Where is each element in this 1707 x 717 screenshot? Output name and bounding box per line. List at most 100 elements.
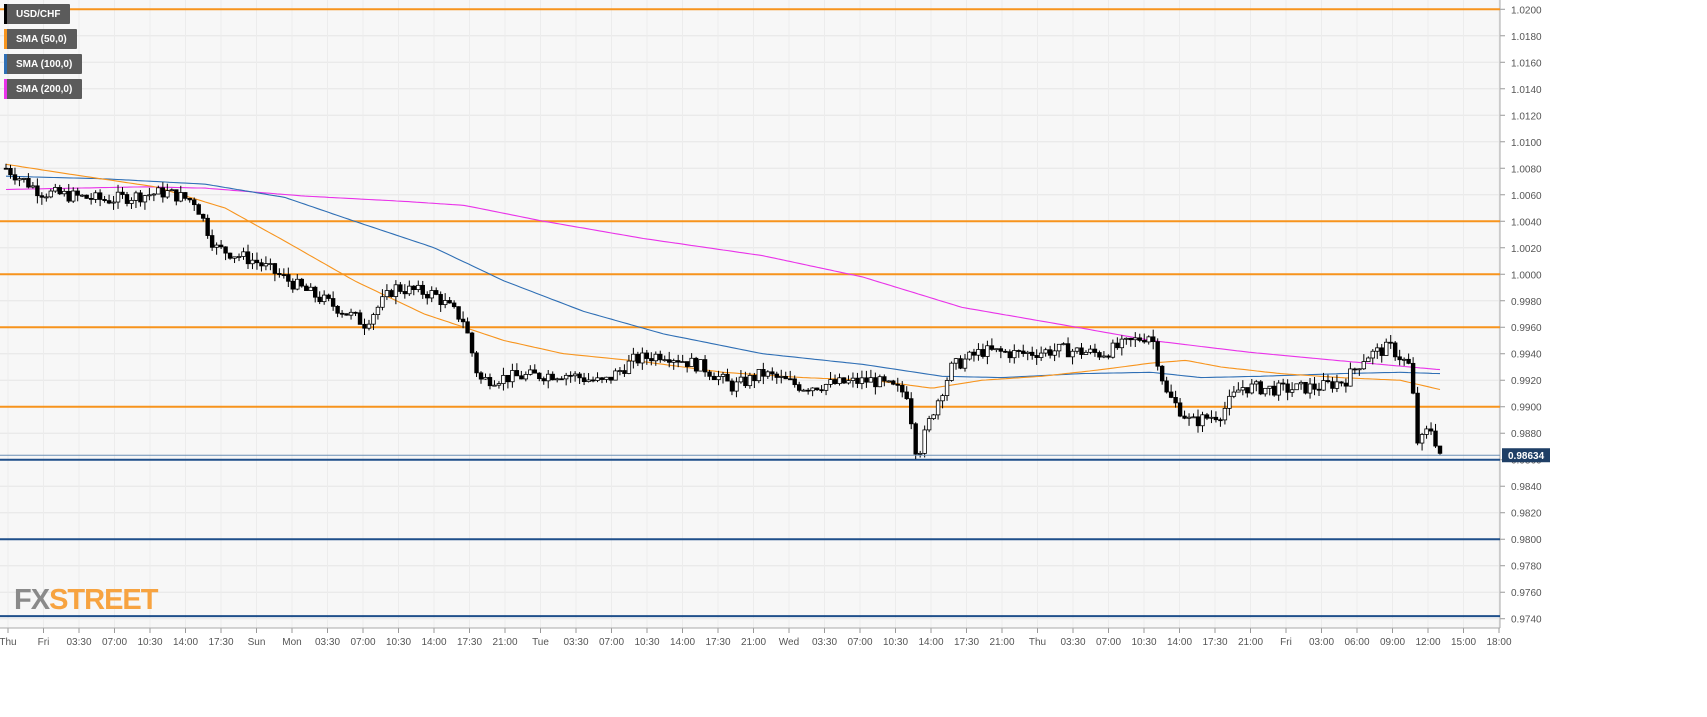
candle-body — [667, 359, 672, 363]
candle-body — [774, 373, 779, 378]
y-tick-label: 0.9820 — [1511, 509, 1542, 520]
x-tick-label: 03:00 — [1309, 637, 1334, 648]
candle-body — [35, 185, 40, 197]
legend-swatch-sma100 — [4, 54, 7, 74]
candle-body — [1428, 428, 1434, 432]
legend: USD/CHF SMA (50,0) SMA (100,0) SMA (200,… — [4, 4, 83, 104]
candle-body — [1271, 385, 1277, 396]
legend-item-usdchf[interactable]: USD/CHF — [4, 4, 71, 24]
legend-label-sma50: SMA (50,0) — [16, 33, 67, 45]
legend-label-sma100: SMA (100,0) — [16, 58, 73, 70]
x-tick-label: 03:30 — [66, 637, 91, 648]
candle-body — [1213, 416, 1219, 421]
candle-body — [1222, 407, 1228, 421]
candle-body — [958, 358, 963, 369]
candle-body — [1231, 391, 1237, 397]
y-tick-label: 0.9880 — [1511, 429, 1542, 440]
candle-body — [88, 197, 94, 200]
candle-body — [48, 190, 54, 198]
candle-body — [1321, 380, 1326, 391]
candle-body — [1146, 336, 1151, 343]
candle-body — [859, 377, 865, 384]
candle-body — [147, 194, 152, 197]
candle-body — [1003, 350, 1008, 353]
candle-body — [1191, 416, 1196, 419]
candle-body — [304, 285, 309, 291]
y-tick-label: 0.9940 — [1511, 350, 1542, 361]
candle-body — [841, 377, 847, 384]
y-tick-label: 1.0120 — [1511, 111, 1542, 122]
candle-body — [1357, 368, 1362, 371]
legend-item-sma50[interactable]: SMA (50,0) — [4, 29, 77, 49]
candle-body — [832, 379, 838, 385]
candle-body — [711, 375, 717, 381]
candle-body — [1159, 365, 1165, 382]
candle-body — [684, 361, 690, 367]
legend-item-sma100[interactable]: SMA (100,0) — [4, 54, 83, 74]
candle-body — [1155, 341, 1160, 367]
candle-body — [469, 332, 475, 354]
candle-body — [3, 167, 9, 170]
candle-body — [1133, 337, 1138, 341]
candle-body — [335, 305, 340, 314]
candle-body — [1348, 368, 1353, 387]
candle-body — [631, 353, 636, 362]
candle-body — [1289, 389, 1295, 393]
plot-area — [0, 0, 1500, 628]
candle-body — [259, 262, 264, 267]
candle-body — [559, 378, 564, 381]
candle-body — [438, 294, 443, 306]
candle-body — [720, 373, 726, 377]
candle-body — [1012, 350, 1017, 359]
y-tick-label: 1.0060 — [1511, 191, 1542, 202]
candle-body — [586, 379, 591, 383]
x-tick-label: 14:00 — [173, 637, 198, 648]
candle-body — [572, 373, 578, 377]
candle-body — [178, 192, 183, 202]
candle-body — [1030, 351, 1035, 356]
candle-body — [169, 189, 175, 192]
candle-body — [102, 199, 107, 201]
candle-body — [1056, 343, 1062, 352]
candle-body — [653, 353, 658, 362]
candle-body — [465, 321, 470, 334]
candle-body — [546, 373, 551, 382]
candle-body — [895, 383, 900, 386]
candle-body — [317, 296, 322, 303]
candle-body — [828, 379, 833, 385]
candle-body — [313, 286, 318, 298]
x-tick-label: 12:00 — [1415, 637, 1440, 648]
candle-body — [451, 302, 457, 308]
candle-body — [1092, 348, 1098, 353]
candle-body — [44, 196, 49, 199]
y-tick-label: 1.0040 — [1511, 217, 1542, 228]
y-tick-label: 1.0160 — [1511, 58, 1542, 69]
candle-body — [747, 375, 753, 387]
candle-body — [1195, 416, 1201, 427]
candle-body — [729, 380, 735, 392]
candle-body — [662, 359, 667, 362]
candle-body — [1083, 351, 1089, 355]
y-tick-label: 1.0140 — [1511, 85, 1542, 96]
candle-body — [1204, 414, 1210, 419]
candle-body — [779, 376, 784, 378]
candle-body — [707, 371, 712, 377]
candle-body — [1065, 343, 1071, 358]
candle-body — [604, 376, 609, 380]
legend-item-sma200[interactable]: SMA (200,0) — [4, 79, 83, 99]
candle-body — [568, 374, 573, 377]
y-tick-label: 0.9840 — [1511, 482, 1542, 493]
candle-body — [734, 381, 739, 392]
candle-body — [1007, 351, 1012, 359]
y-tick-label: 0.9800 — [1511, 535, 1542, 546]
candle-body — [299, 278, 304, 287]
x-tick-label: Fri — [38, 637, 50, 648]
candle-body — [209, 235, 215, 248]
candle-body — [1401, 358, 1407, 361]
x-tick-label: 18:00 — [1486, 637, 1511, 648]
candle-body — [1339, 381, 1344, 384]
candle-body — [442, 300, 448, 306]
candle-body — [765, 371, 771, 377]
candle-body — [420, 284, 425, 295]
candle-body — [268, 263, 273, 265]
